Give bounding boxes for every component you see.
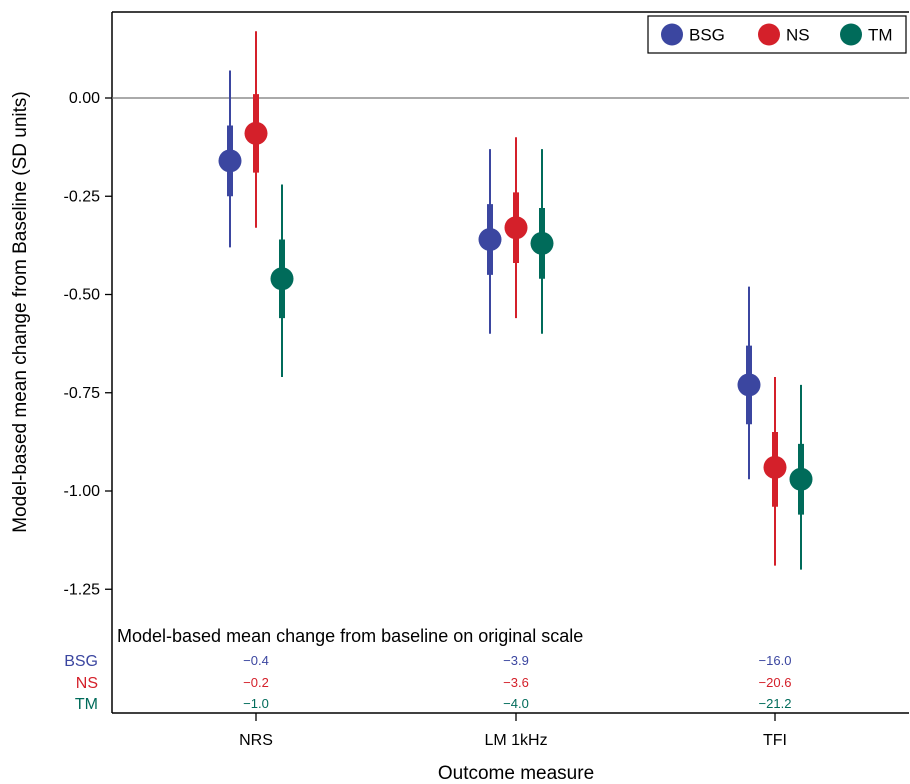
table-cell: −0.2	[243, 675, 269, 690]
table-cell: −3.9	[503, 653, 529, 668]
legend-label: NS	[786, 26, 810, 45]
y-tick-label: -1.00	[64, 483, 101, 500]
y-tick-label: -0.50	[64, 287, 101, 304]
mean-point	[763, 455, 787, 479]
mean-point	[737, 373, 761, 397]
series-bsg	[218, 70, 761, 480]
table-cell: −20.6	[759, 675, 792, 690]
mean-point	[789, 467, 813, 491]
mean-point	[504, 216, 528, 240]
plot-frame	[111, 11, 909, 714]
y-tick-label: -0.75	[64, 385, 101, 402]
x-tick-label: NRS	[239, 732, 273, 749]
series-ns	[244, 31, 787, 566]
table-cell: −1.0	[243, 696, 269, 711]
x-tick-label: TFI	[763, 732, 787, 749]
table-title: Model-based mean change from baseline on…	[117, 626, 583, 646]
legend-marker	[661, 23, 683, 46]
mean-point	[244, 121, 268, 145]
table-cell: −16.0	[759, 653, 792, 668]
x-axis-ticks: NRS LM 1kHz TFI	[239, 713, 787, 749]
legend-marker	[840, 23, 862, 46]
table-row-label: NS	[76, 675, 98, 692]
mean-point	[478, 227, 502, 251]
legend-marker	[758, 23, 780, 46]
x-axis-title: Outcome measure	[438, 763, 594, 784]
table-cell: −3.6	[503, 675, 529, 690]
table-row-label: BSG	[64, 653, 98, 670]
mean-point	[270, 267, 294, 291]
table-cell: −4.0	[503, 696, 529, 711]
mean-point	[218, 149, 242, 173]
legend-label: BSG	[689, 26, 725, 45]
legend-label: TM	[868, 26, 893, 45]
y-tick-label: 0.00	[69, 90, 100, 107]
table-cell: −0.4	[243, 653, 269, 668]
original-scale-table: BSG −0.4 −3.9 −16.0 NS −0.2 −3.6 −20.6 TM −1.0 −4.…	[64, 653, 791, 713]
legend: BSG NS TM	[647, 15, 907, 54]
series-tm	[270, 149, 813, 570]
y-axis-title: Model-based mean change from Baseline (S…	[10, 91, 31, 532]
y-tick-label: -0.25	[64, 188, 101, 205]
data-marks	[218, 31, 813, 570]
x-tick-label: LM 1kHz	[484, 732, 547, 749]
table-row-label: TM	[75, 696, 98, 713]
y-tick-label: -1.25	[64, 581, 101, 598]
mean-point	[530, 231, 554, 255]
y-axis-ticks: 0.00 -0.25 -0.50 -0.75 -1.00 -1.25	[64, 90, 112, 598]
table-cell: −21.2	[759, 696, 792, 711]
